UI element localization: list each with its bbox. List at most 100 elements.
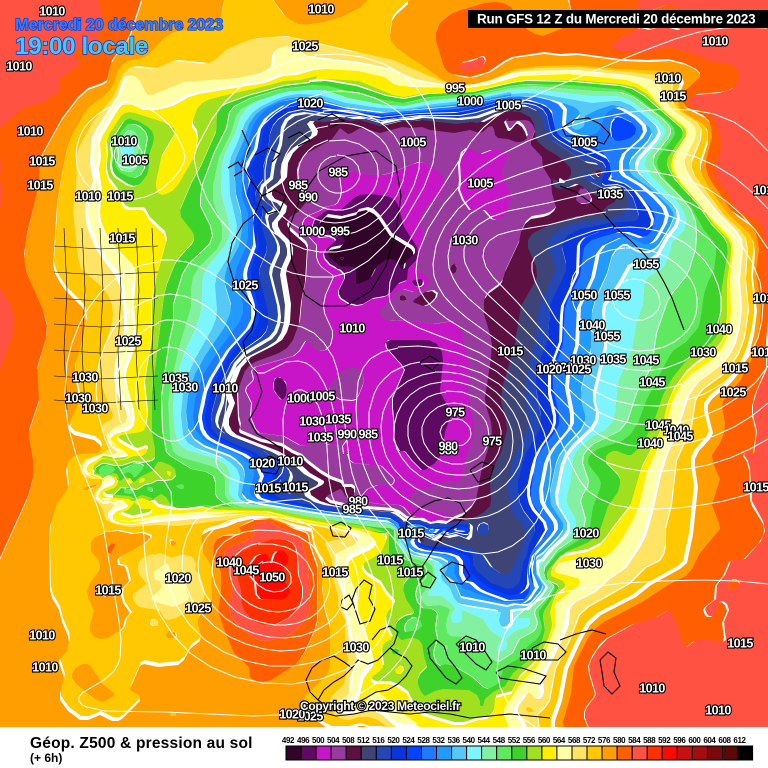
svg-text:500: 500 [312,736,325,745]
svg-text:1025: 1025 [185,602,211,616]
svg-text:1015: 1015 [751,346,768,360]
svg-text:588: 588 [643,736,656,745]
svg-text:Copyright © 2023 Meteociel.fr: Copyright © 2023 Meteociel.fr [300,699,461,713]
svg-text:Run GFS 12 Z du Mercredi 20 dé: Run GFS 12 Z du Mercredi 20 décembre 202… [477,12,755,27]
svg-text:1030: 1030 [299,415,325,429]
svg-text:600: 600 [688,736,701,745]
svg-text:990: 990 [337,428,357,442]
svg-text:556: 556 [523,736,536,745]
svg-text:1020: 1020 [536,363,562,377]
svg-text:1030: 1030 [576,557,602,571]
svg-text:596: 596 [673,736,686,745]
svg-text:1015: 1015 [322,566,348,580]
svg-text:612: 612 [733,736,746,745]
svg-text:576: 576 [598,736,611,745]
svg-text:552: 552 [508,736,521,745]
svg-text:1015: 1015 [727,637,753,651]
svg-text:1045: 1045 [233,564,259,578]
svg-text:584: 584 [628,736,641,745]
svg-text:995: 995 [445,82,465,96]
svg-text:1010: 1010 [639,682,665,696]
svg-text:(+ 6h): (+ 6h) [30,751,62,765]
svg-text:524: 524 [402,736,415,745]
svg-text:1015: 1015 [107,190,133,204]
svg-text:528: 528 [417,736,430,745]
svg-text:985: 985 [358,428,378,442]
svg-text:1015: 1015 [497,345,523,359]
svg-text:1015: 1015 [377,554,403,568]
svg-text:1015: 1015 [109,232,135,246]
svg-text:1005: 1005 [467,177,493,191]
svg-text:985: 985 [288,179,308,193]
svg-text:1030: 1030 [452,234,478,248]
svg-text:1010: 1010 [702,35,728,49]
svg-text:1005: 1005 [495,99,521,113]
svg-text:1015: 1015 [27,179,53,193]
svg-text:1030: 1030 [690,346,716,360]
svg-text:1015: 1015 [753,292,768,306]
svg-text:1015: 1015 [282,481,308,495]
svg-text:1030: 1030 [343,641,369,655]
svg-text:1030: 1030 [172,381,198,395]
svg-text:572: 572 [583,736,596,745]
svg-text:1010: 1010 [29,629,55,643]
svg-text:1010: 1010 [459,641,485,655]
svg-text:520: 520 [387,736,400,745]
svg-text:980: 980 [438,444,458,458]
svg-text:1035: 1035 [162,372,188,386]
svg-text:1055: 1055 [633,258,659,272]
svg-text:1025: 1025 [292,40,318,54]
svg-text:532: 532 [432,736,445,745]
svg-text:985: 985 [342,503,362,517]
svg-text:1015: 1015 [660,90,686,104]
svg-text:1030: 1030 [82,402,108,416]
svg-text:1035: 1035 [600,353,626,367]
svg-text:1010: 1010 [17,125,43,139]
svg-text:980: 980 [438,440,458,454]
svg-text:1045: 1045 [633,354,659,368]
svg-text:1010: 1010 [39,5,65,19]
svg-text:536: 536 [448,736,461,745]
svg-text:1035: 1035 [325,413,351,427]
svg-text:568: 568 [568,736,581,745]
svg-text:975: 975 [482,435,502,449]
svg-text:1040: 1040 [663,424,689,438]
svg-text:508: 508 [342,736,355,745]
svg-text:1010: 1010 [339,322,365,336]
svg-text:1030: 1030 [72,371,98,385]
svg-text:1010: 1010 [520,649,546,663]
svg-text:1035: 1035 [307,431,333,445]
svg-text:1005: 1005 [309,390,335,404]
svg-text:1015: 1015 [255,482,281,496]
svg-text:1020: 1020 [279,708,305,722]
svg-text:1040: 1040 [637,437,663,451]
svg-text:1010: 1010 [111,135,137,149]
svg-text:1025: 1025 [115,335,141,349]
svg-text:1010: 1010 [655,72,681,86]
svg-text:1025: 1025 [297,710,323,724]
svg-text:512: 512 [357,736,370,745]
svg-text:1015: 1015 [29,155,55,169]
svg-text:Mercredi 20 décembre 2023: Mercredi 20 décembre 2023 [15,16,223,34]
svg-text:975: 975 [445,406,465,420]
svg-text:560: 560 [538,736,551,745]
svg-text:1045: 1045 [639,376,665,390]
svg-text:1030: 1030 [570,354,596,368]
svg-text:1015: 1015 [743,481,768,495]
svg-text:1010: 1010 [277,455,303,469]
svg-text:1055: 1055 [594,330,620,344]
svg-text:1045: 1045 [667,430,693,444]
svg-text:604: 604 [703,736,716,745]
svg-text:1000: 1000 [299,225,325,239]
svg-text:544: 544 [478,736,491,745]
svg-text:985: 985 [328,166,348,180]
svg-text:1010: 1010 [32,661,58,675]
svg-text:1010: 1010 [75,190,101,204]
svg-text:1025: 1025 [720,386,746,400]
svg-text:608: 608 [718,736,731,745]
svg-text:1020: 1020 [573,527,599,541]
svg-text:1025: 1025 [565,363,591,377]
svg-text:1020: 1020 [547,361,573,375]
svg-text:1040: 1040 [706,323,732,337]
svg-text:1030: 1030 [65,392,91,406]
